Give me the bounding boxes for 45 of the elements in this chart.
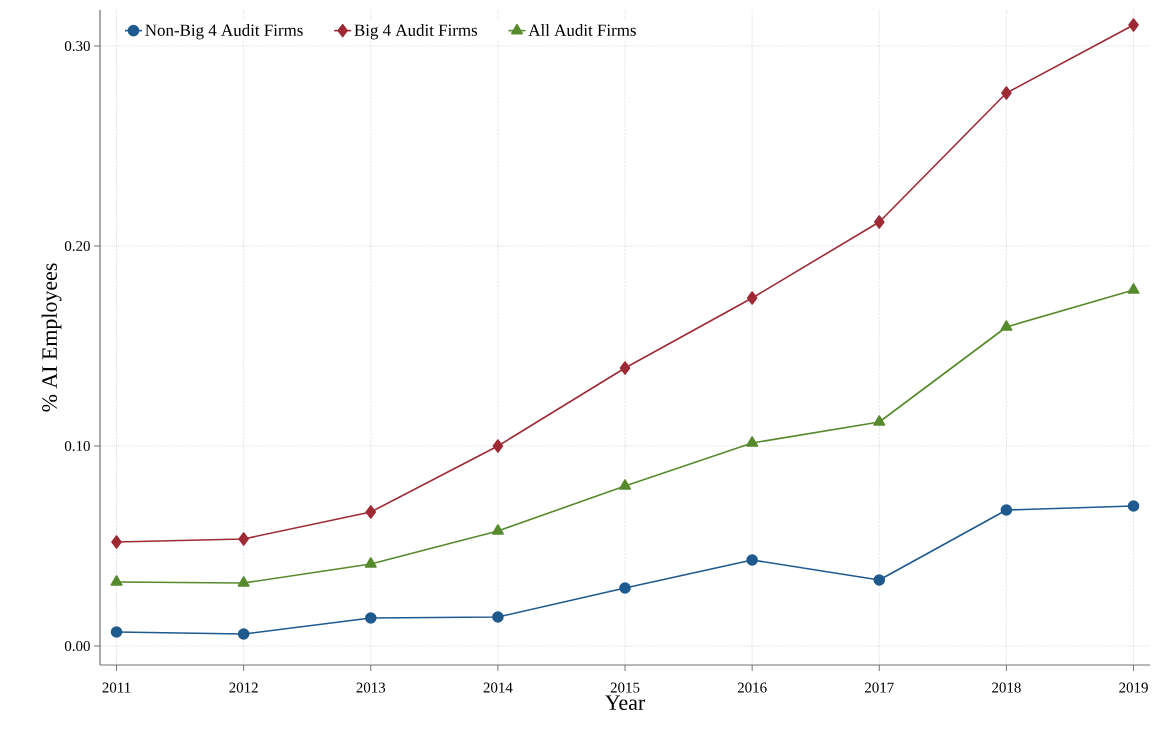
point xyxy=(873,574,886,586)
point xyxy=(110,626,123,638)
point xyxy=(1127,500,1140,512)
point xyxy=(238,532,249,546)
point xyxy=(365,505,377,519)
x-tick-label: 2018 xyxy=(992,682,1021,693)
legend-label: Non-Big 4 Audit Firms xyxy=(145,24,303,40)
point xyxy=(619,361,631,375)
x-tick-label: 2019 xyxy=(1119,682,1148,693)
point xyxy=(1127,283,1140,294)
point xyxy=(237,628,250,640)
point xyxy=(492,439,504,453)
point xyxy=(364,557,377,568)
point xyxy=(1001,86,1012,100)
point xyxy=(364,612,377,624)
point xyxy=(619,582,631,594)
x-axis-title: Year xyxy=(605,695,646,711)
point xyxy=(237,576,250,587)
x-tick-label: 2013 xyxy=(356,682,386,693)
y-tick-label: 0.00 xyxy=(64,640,90,652)
point xyxy=(1000,320,1013,331)
point xyxy=(746,436,759,447)
legend-label: Big 4 Audit Firms xyxy=(354,24,478,40)
x-tick-label: 2016 xyxy=(737,682,767,693)
point xyxy=(110,575,123,586)
point xyxy=(873,215,885,229)
y-tick-label: 0.30 xyxy=(64,40,90,52)
point xyxy=(1000,504,1013,516)
point xyxy=(619,479,632,490)
x-tick-label: 2014 xyxy=(483,682,513,693)
y-axis-title: % AI Employees xyxy=(41,263,62,412)
x-tick-label: 2015 xyxy=(610,682,640,693)
point xyxy=(746,291,758,305)
x-tick-label: 2012 xyxy=(229,682,258,693)
point xyxy=(492,611,504,623)
point xyxy=(1128,18,1139,32)
point xyxy=(873,415,886,426)
point xyxy=(111,535,122,549)
x-tick-label: 2017 xyxy=(864,682,894,693)
y-tick-label: 0.10 xyxy=(64,440,90,452)
x-tick-label: 2011 xyxy=(102,682,131,693)
legend-label: All Audit Firms xyxy=(528,24,636,36)
point xyxy=(491,524,504,535)
point xyxy=(746,554,758,566)
y-tick-label: 0.20 xyxy=(64,240,90,252)
